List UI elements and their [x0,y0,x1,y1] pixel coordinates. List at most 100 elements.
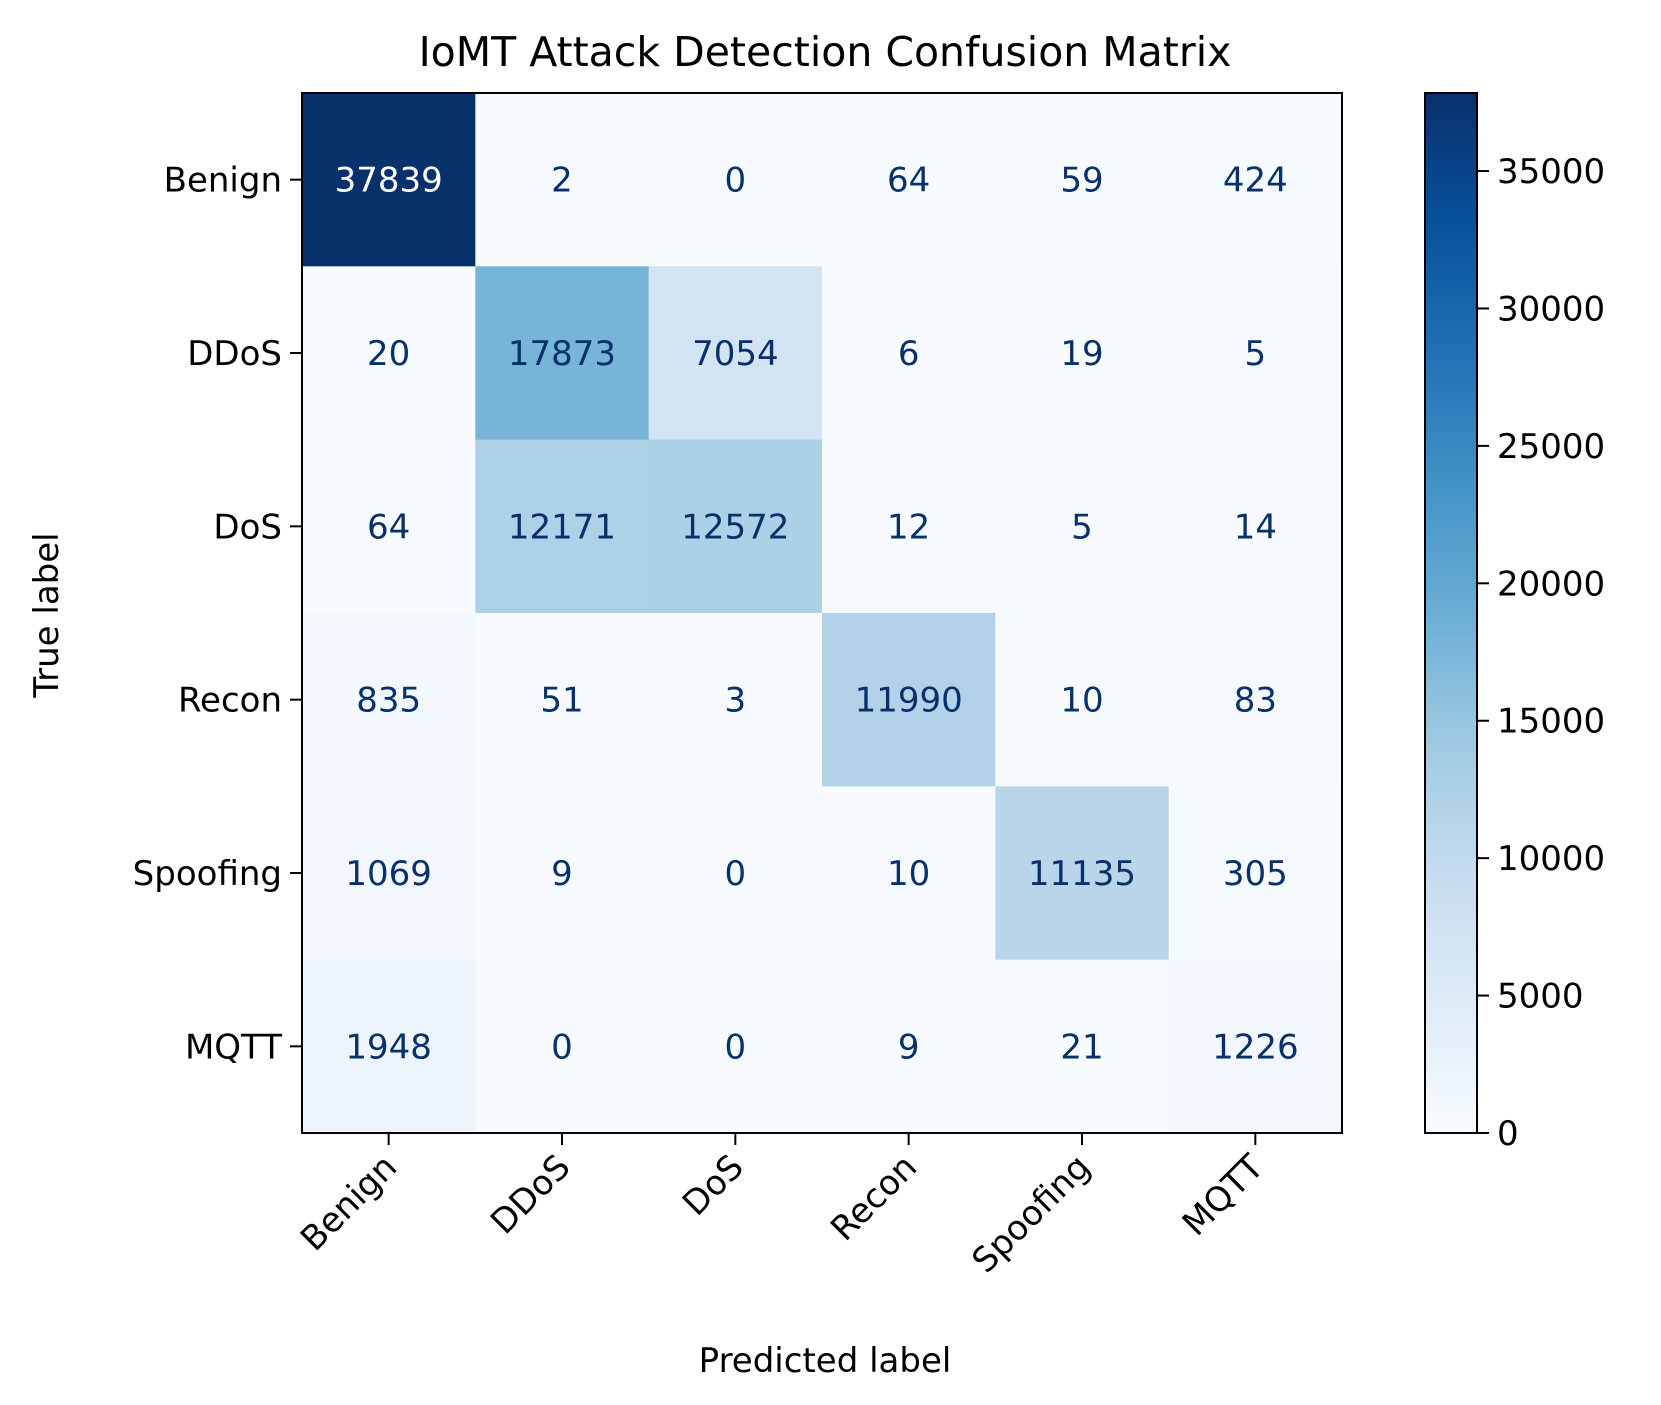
x-tick-label: Benign [293,1147,405,1259]
cell-value-label: 1069 [345,854,432,894]
heatmap-cell [1168,959,1343,1134]
y-axis-label: True label [27,532,67,698]
cell-value-label: 0 [725,1027,747,1067]
cell-value-label: 10 [1060,681,1103,721]
cell-value-label: 5 [1071,507,1093,547]
y-tick-label: MQTT [185,1027,282,1067]
cell-value-label: 20 [367,334,410,374]
heatmap-cell [475,439,650,614]
x-tick-label: DoS [675,1147,752,1224]
y-tick-label: Recon [178,681,282,721]
heatmap-cell [995,93,1170,267]
x-axis-ticks: Benign DDoS DoS Recon Spoofing MQTT [293,1133,1272,1281]
cell-value-label: 6 [898,334,920,374]
colorbar-tick-label: 25000 [1497,427,1605,467]
heatmap-cell [1168,93,1343,267]
heatmap-cell [648,786,823,961]
cell-value-label: 1226 [1212,1027,1299,1067]
heatmap-cell [995,959,1170,1134]
y-tick-label: DoS [213,507,282,547]
cell-value-label: 21 [1060,1027,1103,1067]
cell-value-label: 305 [1223,854,1288,894]
heatmap-cell [302,959,476,1134]
cell-value-label: 11135 [1028,854,1136,894]
y-axis-ticks: Benign DDoS DoS Recon Spoofing MQTT [133,161,302,1067]
cell-value-label: 10 [887,854,930,894]
cell-value-label: 12171 [508,507,616,547]
heatmap-cell [302,93,476,267]
heatmap-cell [475,959,650,1134]
cell-value-label: 64 [887,161,930,201]
colorbar-tick-label: 30000 [1497,289,1605,329]
cell-value-label: 0 [725,854,747,894]
cell-value-label: 5 [1245,334,1267,374]
heatmap-cell [302,786,476,961]
heatmap-cell [822,266,996,441]
heatmap-cell [1168,266,1343,441]
cell-value-label: 12572 [681,507,789,547]
heatmap-cell [475,786,650,961]
colorbar-tick-label: 20000 [1497,564,1605,604]
colorbar-tick-label: 15000 [1497,702,1605,742]
colorbar-gradient [1424,92,1478,1134]
heatmap-cell [475,613,650,787]
heatmap-cell [302,266,476,441]
y-tick-label: DDoS [187,334,282,374]
colorbar-tick-label: 10000 [1497,839,1605,879]
cell-value-label: 1948 [345,1027,432,1067]
x-tick-label: Recon [823,1147,925,1249]
cell-value-label: 19 [1060,334,1103,374]
cell-value-label: 2 [551,161,573,201]
colorbar-tick-label: 35000 [1497,152,1605,192]
cell-value-label: 17873 [508,334,616,374]
colorbar-ticks: 0 5000 10000 15000 20000 25000 30000 35000 [1477,152,1605,1154]
plot-frame [301,92,1343,1134]
colorbar-tick-label: 5000 [1497,977,1584,1017]
heatmap-cell [302,439,476,614]
cell-value-label: 51 [540,681,583,721]
heatmap-cell [1168,439,1343,614]
heatmap-cell [995,439,1170,614]
chart-title: IoMT Attack Detection Confusion Matrix [419,28,1232,76]
heatmap-cell [995,266,1170,441]
heatmap-cells [302,93,1343,1134]
cell-value-label: 424 [1223,161,1288,201]
cell-value-label: 835 [356,681,421,721]
cell-value-label: 0 [551,1027,573,1067]
cell-value-label: 14 [1234,507,1277,547]
cell-value-label: 12 [887,507,930,547]
heatmap-cell [822,786,996,961]
cell-value-label: 0 [725,161,747,201]
cell-value-label: 9 [551,854,573,894]
heatmap-cell [822,959,996,1134]
cell-value-label: 9 [898,1027,920,1067]
heatmap-cell [302,613,476,787]
y-tick-label: Spoofing [133,854,282,894]
heatmap-cell [648,93,823,267]
heatmap-cell [822,613,996,787]
heatmap-cell [475,93,650,267]
heatmap-cell [995,786,1170,961]
colorbar-tick-label: 0 [1497,1114,1519,1154]
heatmap-cell [995,613,1170,787]
cell-value-label: 11990 [855,681,963,721]
heatmap-cell [648,613,823,787]
x-tick-label: Spoofing [964,1147,1098,1281]
x-tick-label: MQTT [1175,1147,1272,1244]
heatmap-cell [1168,613,1343,787]
heatmap-cell [822,93,996,267]
cell-value-label: 59 [1060,161,1103,201]
cell-value-label: 7054 [692,334,779,374]
heatmap-cell [475,266,650,441]
cell-value-label: 37839 [335,161,443,201]
heatmap-cell [648,439,823,614]
y-tick-label: Benign [164,161,282,201]
cell-value-label: 64 [367,507,410,547]
cell-value-label: 3 [725,681,747,721]
heatmap-cell [822,439,996,614]
heatmap-cell [648,266,823,441]
heatmap-cell [1168,786,1343,961]
colorbar: 0 5000 10000 15000 20000 25000 30000 35000 [1424,92,1605,1154]
